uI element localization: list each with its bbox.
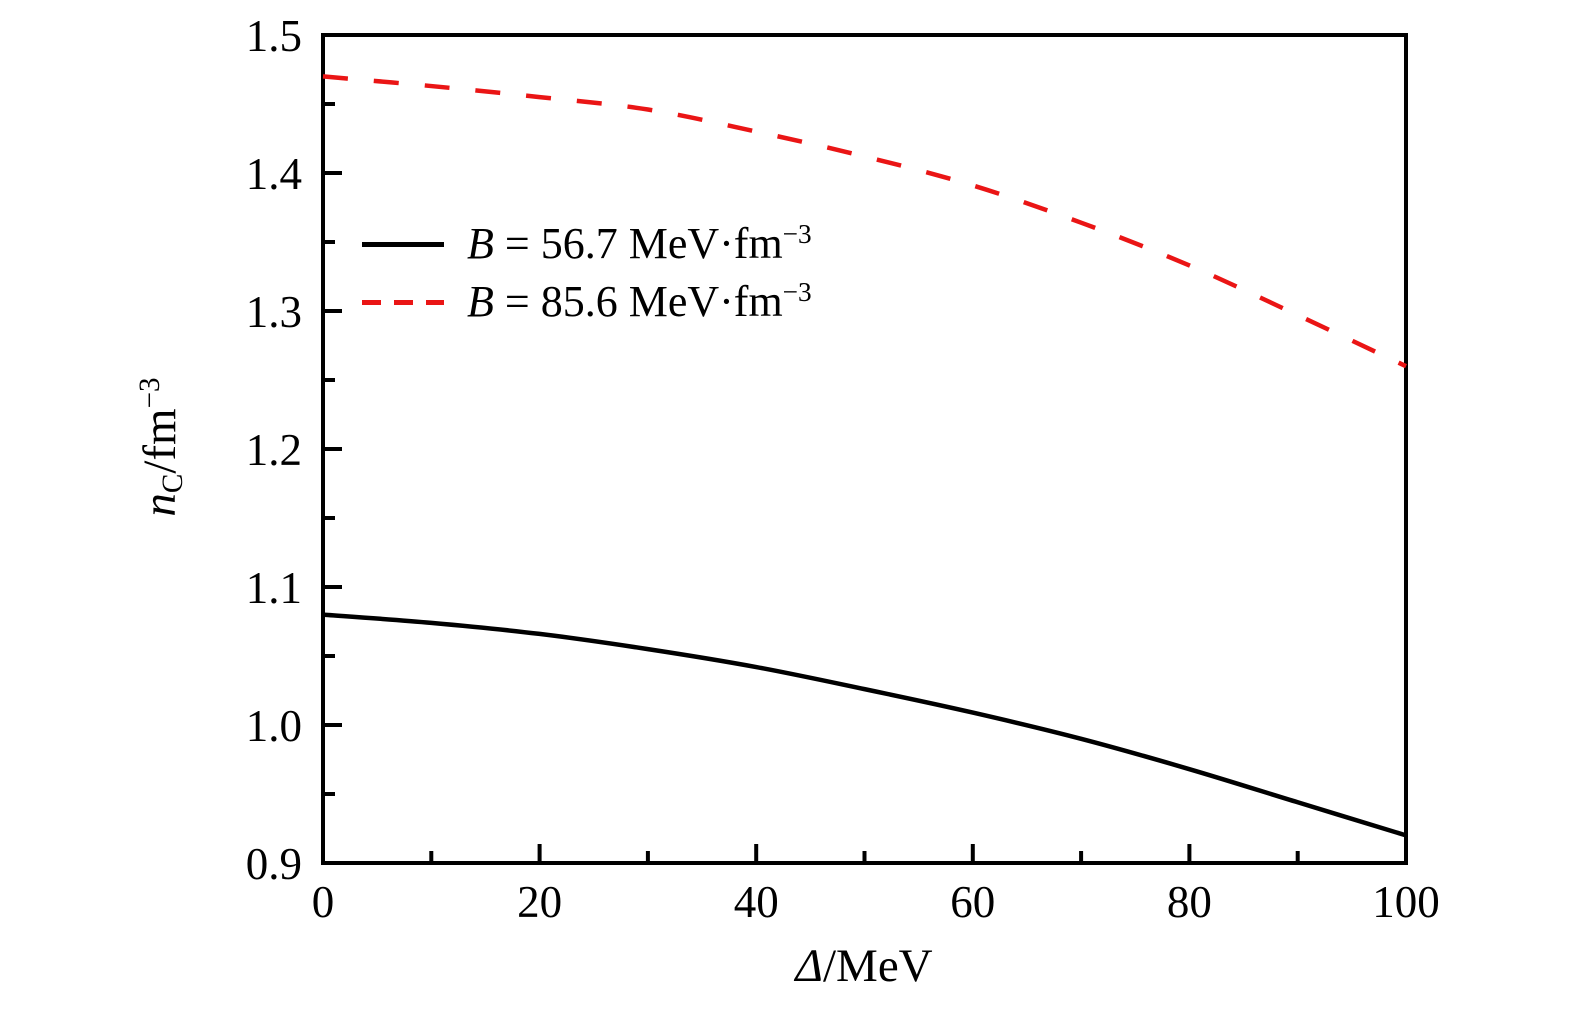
legend-label-b-56-7: B = 56.7 MeV·fm−3: [467, 219, 812, 268]
y-tick-label: 0.9: [246, 839, 302, 889]
y-axis-subscript: C: [157, 473, 190, 494]
legend-line-solid: [362, 241, 444, 247]
y-axis-exponent: −3: [133, 377, 166, 409]
x-axis-title: Δ/MeV: [795, 939, 932, 993]
legend-label-main: = 56.7 MeV·fm: [493, 219, 783, 268]
curve-series-0-solid: [322, 612, 1407, 838]
y-axis-variable: n: [134, 493, 186, 517]
x-tick-label: 100: [1372, 877, 1440, 927]
legend-item-b-56-7: B = 56.7 MeV·fm−3: [362, 215, 812, 273]
y-tick-label: 1.3: [246, 287, 302, 337]
legend-label-main: = 85.6 MeV·fm: [493, 277, 783, 326]
y-tick-label: 1.2: [246, 425, 302, 475]
plot-frame: [321, 33, 1408, 865]
x-axis-unit: /MeV: [822, 940, 933, 992]
x-axis-variable: Δ: [795, 940, 823, 992]
curve-series-1-dashed: [322, 74, 1407, 369]
y-tick-label: 1.1: [246, 563, 302, 613]
legend-item-b-85-6: B = 85.6 MeV·fm−3: [362, 273, 812, 331]
legend-variable-b: B: [467, 277, 494, 326]
x-tick-label: 20: [517, 877, 562, 927]
y-tick-label: 1.5: [246, 11, 302, 61]
y-tick-label: 1.0: [246, 701, 302, 751]
x-tick-label: 80: [1167, 877, 1212, 927]
legend-label-b-85-6: B = 85.6 MeV·fm−3: [467, 277, 812, 326]
y-axis-title: nC/fm−3: [133, 377, 190, 517]
legend: B = 56.7 MeV·fm−3 B = 85.6 MeV·fm−3: [362, 215, 812, 331]
y-tick-label: 1.4: [246, 149, 302, 199]
legend-line-dashed: [362, 299, 444, 305]
legend-label-exponent: −3: [782, 219, 812, 249]
legend-label-exponent: −3: [782, 277, 812, 307]
y-axis-unit: /fm: [134, 408, 186, 474]
x-tick-label: 0: [312, 877, 335, 927]
x-tick-label: 60: [950, 877, 995, 927]
legend-variable-b: B: [467, 219, 494, 268]
x-tick-label: 40: [734, 877, 779, 927]
